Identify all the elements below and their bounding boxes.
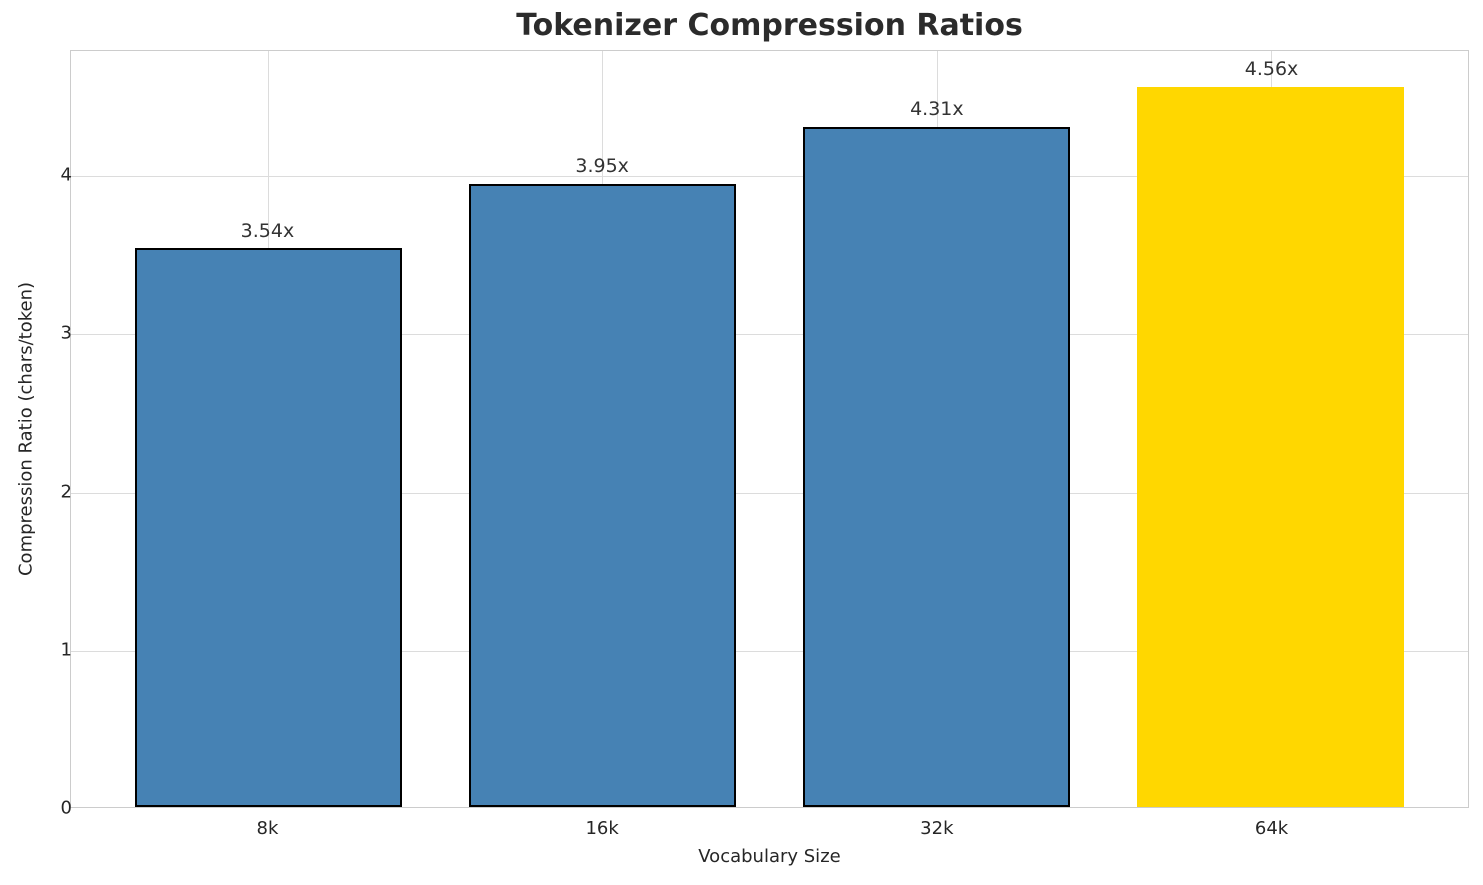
bar-value-label: 3.95x [575, 154, 629, 177]
x-axis-label: Vocabulary Size [698, 846, 841, 867]
y-tick-label: 0 [60, 797, 72, 819]
y-tick-label: 3 [60, 322, 72, 344]
bar-64k [1137, 87, 1405, 807]
bar-value-label: 3.54x [240, 219, 295, 242]
gridline-horizontal [71, 176, 1468, 177]
y-tick-label: 2 [60, 481, 72, 502]
y-tick-label: 1 [60, 639, 72, 661]
y-axis-label: Compression Ratio (chars/token) [15, 281, 37, 577]
x-tick-label-16k: 16k [585, 818, 619, 839]
gridline-horizontal [71, 492, 1468, 494]
x-tick-label-64k: 64k [1254, 818, 1289, 839]
bar-8k [134, 248, 402, 807]
bar-value-label: 4.31x [910, 97, 964, 120]
x-tick-label-8k: 8k [256, 818, 279, 839]
y-tick-label: 4 [60, 164, 72, 186]
gridline-horizontal [71, 650, 1468, 652]
gridline-horizontal [71, 334, 1468, 336]
chart-title: Tokenizer Compression Ratios [516, 8, 1023, 43]
bar-16k [468, 183, 737, 807]
bar-value-label: 4.56x [1244, 58, 1299, 81]
bar-32k [802, 126, 1071, 807]
x-tick-label-32k: 32k [920, 818, 954, 839]
plot-area [70, 50, 1469, 808]
